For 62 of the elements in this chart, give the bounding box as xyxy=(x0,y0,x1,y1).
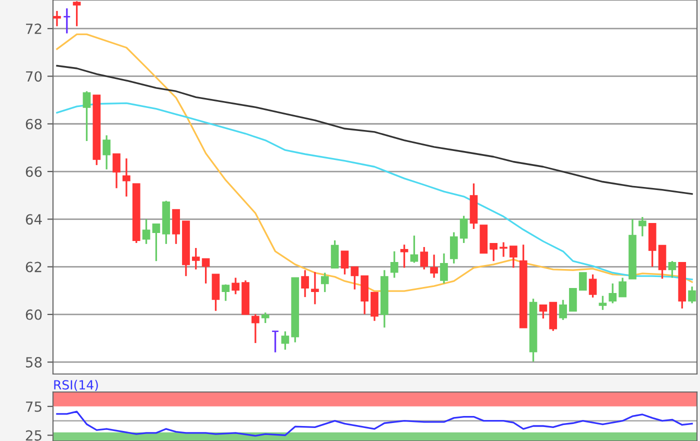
candlestick xyxy=(420,246,428,270)
candlestick xyxy=(390,250,398,279)
candlestick xyxy=(202,258,210,284)
candlestick xyxy=(658,244,666,280)
candlestick xyxy=(618,276,626,298)
candlestick xyxy=(490,242,498,262)
candlestick xyxy=(559,299,567,321)
y-tick-label: 58 xyxy=(26,357,42,368)
candlestick xyxy=(510,245,518,269)
candlestick xyxy=(430,254,438,279)
y-tick-label: 60 xyxy=(26,309,42,320)
y-tick-label: 64 xyxy=(26,214,42,225)
candlestick xyxy=(638,216,646,238)
candlestick xyxy=(440,252,448,284)
candlestick xyxy=(142,218,150,245)
candlestick xyxy=(668,260,676,279)
y-tick-label: 25 xyxy=(26,430,42,441)
candlestick xyxy=(252,313,260,344)
candlestick xyxy=(688,286,696,304)
candlestick xyxy=(320,272,329,293)
candlestick xyxy=(271,330,280,354)
chart-title: RSI(14) xyxy=(54,380,98,392)
candlestick xyxy=(102,134,111,170)
y-tick-label: 70 xyxy=(26,71,42,82)
line-series xyxy=(56,410,693,437)
candlestick xyxy=(598,295,607,311)
candlestick xyxy=(192,247,200,270)
candlestick xyxy=(152,223,160,262)
y-tick-label: 66 xyxy=(26,166,42,177)
candlestick xyxy=(350,266,359,290)
candlestick xyxy=(460,214,468,244)
candlestick xyxy=(311,271,319,306)
y-tick-label: 75 xyxy=(26,402,42,412)
candlestick xyxy=(608,282,617,304)
y-tick-label: 72 xyxy=(26,24,42,34)
line-series xyxy=(56,33,693,292)
candlestick xyxy=(569,288,577,312)
candlestick xyxy=(410,234,418,264)
candlestick xyxy=(400,244,408,269)
candlestick xyxy=(112,153,120,190)
candlestick xyxy=(588,274,597,298)
candlestick xyxy=(330,240,339,269)
candlestick xyxy=(122,158,130,198)
y-tick-label: 62 xyxy=(26,262,42,272)
candlestick xyxy=(72,0,81,28)
candlestick xyxy=(539,304,548,320)
candlestick xyxy=(450,231,458,264)
candlestick xyxy=(281,330,290,351)
candlestick xyxy=(261,312,270,324)
candlestick xyxy=(222,284,230,302)
y-tick-label: 68 xyxy=(26,118,42,130)
candlestick xyxy=(82,90,91,142)
candlestick xyxy=(172,209,180,245)
candlestick xyxy=(370,292,378,322)
line-series xyxy=(56,64,693,195)
candlestick xyxy=(340,250,349,276)
candlestick xyxy=(578,272,587,291)
candlestick xyxy=(500,241,508,258)
candlestick xyxy=(232,276,240,296)
candlestick xyxy=(301,269,309,298)
line-series xyxy=(56,102,693,280)
candlestick xyxy=(62,8,71,34)
